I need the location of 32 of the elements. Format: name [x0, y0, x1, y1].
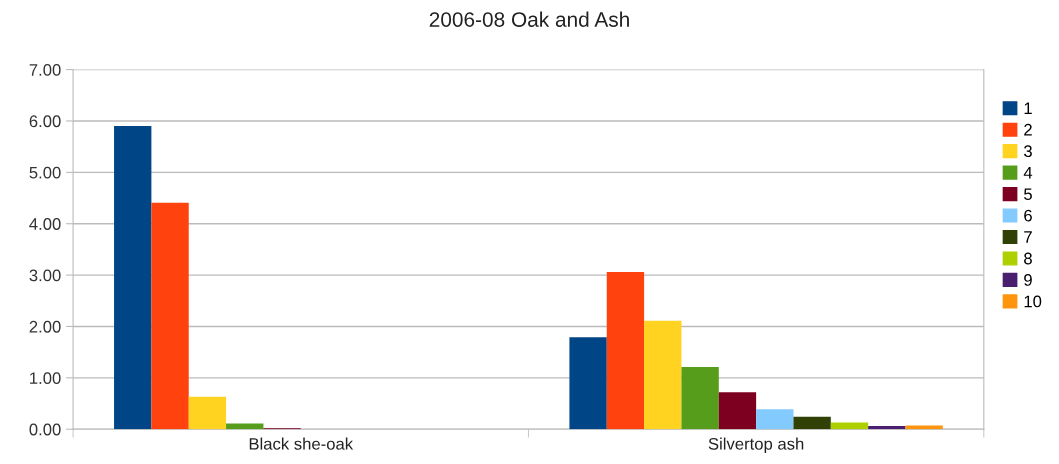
bar — [644, 320, 682, 430]
legend-label: 10 — [1024, 295, 1042, 308]
legend-label: 2 — [1024, 123, 1032, 136]
y-tick-label: 1.00 — [30, 372, 61, 385]
bar — [606, 272, 645, 430]
y-tick-label: 6.00 — [29, 115, 61, 128]
x-tick-label: Silvertop ash — [708, 437, 804, 454]
y-tick-label: 3.00 — [29, 269, 61, 282]
bar — [188, 396, 227, 430]
legend-label: 8 — [1024, 252, 1032, 265]
legend-label: 3 — [1024, 145, 1032, 158]
legend-label: 4 — [1023, 166, 1033, 179]
chart-title: 2006-08 Oak and Ash — [429, 11, 629, 27]
bar — [868, 426, 906, 430]
bar — [569, 337, 607, 430]
bar — [793, 416, 831, 430]
legend-label: 1 — [1024, 102, 1032, 115]
bar — [718, 392, 757, 430]
bar — [756, 409, 794, 430]
y-tick-label: 2.00 — [29, 320, 61, 333]
legend-label: 5 — [1024, 188, 1032, 201]
x-tick-label: Black she-oak — [249, 437, 354, 450]
legend-label: 9 — [1024, 274, 1032, 286]
legend-label: 7 — [1024, 231, 1032, 243]
y-tick-label: 4.00 — [29, 218, 61, 230]
bar — [681, 367, 719, 430]
y-tick-label: 5.00 — [29, 166, 61, 179]
bar — [114, 126, 152, 430]
y-tick-label: 7.00 — [29, 64, 61, 76]
legend-label: 6 — [1024, 209, 1032, 222]
y-tick-label: 0.00 — [29, 423, 61, 436]
bar — [151, 202, 189, 430]
